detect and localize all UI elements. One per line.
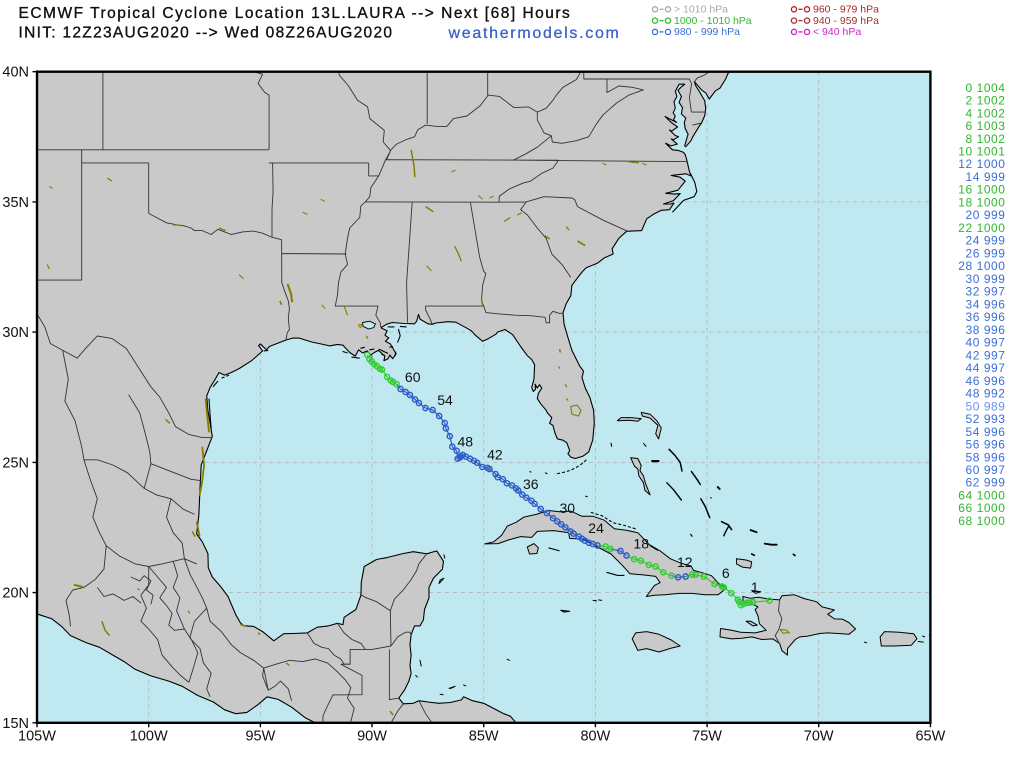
svg-text:56 996: 56 996: [965, 438, 1005, 452]
svg-text:64 1000: 64 1000: [958, 489, 1005, 503]
svg-text:70W: 70W: [804, 729, 834, 745]
svg-text:48 992: 48 992: [965, 387, 1005, 401]
svg-text:< 940 hPa: < 940 hPa: [813, 26, 861, 38]
svg-text:20 999: 20 999: [965, 208, 1005, 222]
svg-text:2 1002: 2 1002: [965, 94, 1005, 108]
svg-text:100W: 100W: [130, 729, 168, 745]
svg-text:50 989: 50 989: [965, 399, 1005, 413]
svg-text:18 1000: 18 1000: [958, 196, 1005, 210]
svg-text:30N: 30N: [2, 325, 29, 341]
svg-text:24 999: 24 999: [965, 234, 1005, 248]
svg-text:12 1000: 12 1000: [958, 157, 1005, 171]
svg-text:65W: 65W: [915, 729, 945, 745]
svg-text:40 997: 40 997: [965, 336, 1005, 350]
svg-text:INIT: 12Z23AUG2020 --> Wed 08Z: INIT: 12Z23AUG2020 --> Wed 08Z26AUG2020: [19, 25, 394, 42]
svg-text:95W: 95W: [245, 729, 275, 745]
svg-text:34 996: 34 996: [965, 297, 1005, 311]
svg-text:54: 54: [437, 392, 453, 408]
svg-text:14 999: 14 999: [965, 170, 1005, 184]
svg-text:80W: 80W: [580, 729, 610, 745]
svg-text:4 1002: 4 1002: [965, 106, 1005, 120]
svg-text:16 1000: 16 1000: [958, 183, 1005, 197]
svg-text:22 1000: 22 1000: [958, 221, 1005, 235]
svg-text:85W: 85W: [469, 729, 499, 745]
svg-text:28 1000: 28 1000: [958, 259, 1005, 273]
svg-text:66 1000: 66 1000: [958, 501, 1005, 515]
svg-text:36 996: 36 996: [965, 310, 1005, 324]
svg-text:58 996: 58 996: [965, 450, 1005, 464]
svg-text:weathermodels.com: weathermodels.com: [448, 25, 621, 42]
svg-text:90W: 90W: [357, 729, 387, 745]
svg-text:35N: 35N: [2, 195, 29, 211]
svg-text:960 - 979 hPa: 960 - 979 hPa: [813, 4, 879, 16]
svg-text:8 1002: 8 1002: [965, 132, 1005, 146]
svg-text:26 999: 26 999: [965, 246, 1005, 260]
svg-text:ECMWF Tropical Cyclone Locatio: ECMWF Tropical Cyclone Location 13L.LAUR…: [19, 5, 572, 22]
svg-text:68 1000: 68 1000: [958, 514, 1005, 528]
svg-text:30: 30: [560, 500, 576, 516]
svg-text:52 993: 52 993: [965, 412, 1005, 426]
svg-text:38 996: 38 996: [965, 323, 1005, 337]
svg-text:6 1003: 6 1003: [965, 119, 1005, 133]
svg-text:46 996: 46 996: [965, 374, 1005, 388]
svg-text:25N: 25N: [2, 455, 29, 471]
svg-text:18: 18: [633, 536, 649, 552]
svg-text:60: 60: [405, 369, 421, 385]
svg-text:75W: 75W: [692, 729, 722, 745]
svg-text:36: 36: [523, 476, 539, 492]
svg-text:40N: 40N: [2, 65, 29, 81]
svg-text:1000 - 1010 hPa: 1000 - 1010 hPa: [674, 15, 752, 27]
svg-text:42 997: 42 997: [965, 348, 1005, 362]
svg-text:0 1004: 0 1004: [965, 81, 1005, 95]
svg-text:48: 48: [458, 434, 474, 450]
svg-text:940 - 959 hPa: 940 - 959 hPa: [813, 15, 879, 27]
svg-text:20N: 20N: [2, 586, 29, 602]
svg-text:44 997: 44 997: [965, 361, 1005, 375]
svg-text:32 997: 32 997: [965, 285, 1005, 299]
svg-text:62 999: 62 999: [965, 476, 1005, 490]
svg-text:42: 42: [487, 446, 503, 462]
svg-text:15N: 15N: [2, 716, 29, 732]
svg-text:54 996: 54 996: [965, 425, 1005, 439]
svg-text:12: 12: [677, 554, 693, 570]
svg-text:60 997: 60 997: [965, 463, 1005, 477]
svg-text:10 1001: 10 1001: [958, 145, 1005, 159]
svg-text:24: 24: [588, 520, 604, 536]
svg-text:> 1010 hPa: > 1010 hPa: [674, 4, 728, 16]
svg-text:980 - 999 hPa: 980 - 999 hPa: [674, 26, 740, 38]
svg-text:1: 1: [751, 579, 759, 595]
svg-text:6: 6: [722, 565, 730, 581]
svg-text:30 999: 30 999: [965, 272, 1005, 286]
svg-text:105W: 105W: [18, 729, 56, 745]
